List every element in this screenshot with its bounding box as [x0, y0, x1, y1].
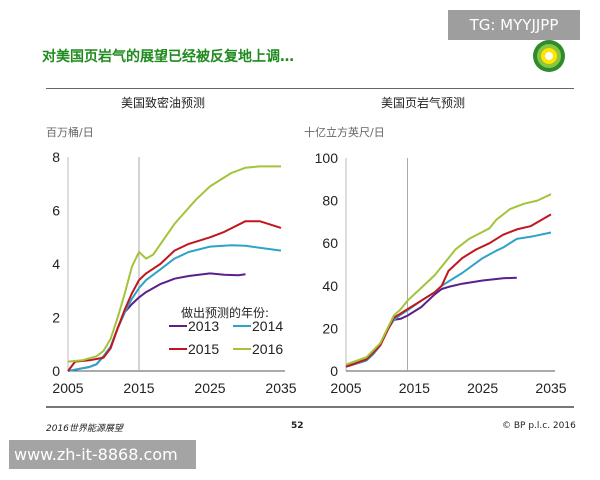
- header-rule: [46, 88, 574, 89]
- slide-title: 对美国页岩气的展望已经被反复地上调…: [42, 49, 294, 65]
- x-tick-label: 2005: [52, 380, 83, 396]
- x-tick-label: 2015: [123, 380, 154, 396]
- series-line-2015: [345, 213, 552, 368]
- y-tick-label: 2: [52, 310, 60, 326]
- chart-title-right: 美国页岩气预测: [381, 96, 466, 110]
- x-tick-label: 2025: [467, 380, 498, 396]
- page-number: 52: [291, 421, 304, 431]
- legend-label-2015: 2015: [188, 341, 219, 357]
- y-tick-label: 4: [52, 256, 60, 272]
- y-tick-label: 80: [322, 193, 338, 209]
- watermark-top: TG: MYYJJPP: [448, 10, 580, 40]
- legend-label-2016: 2016: [252, 341, 283, 357]
- y-tick-label: 0: [52, 363, 60, 379]
- y-tick-label: 0: [330, 363, 338, 379]
- y-tick-label: 40: [322, 278, 338, 294]
- legend-label-2014: 2014: [252, 318, 283, 334]
- x-tick-label: 2035: [535, 380, 566, 396]
- legend-label-2013: 2013: [188, 318, 219, 334]
- series-line-2015: [67, 220, 282, 372]
- y-tick-label: 100: [315, 150, 339, 166]
- y-unit-left: 百万桶/日: [46, 126, 94, 139]
- footer-rule: [46, 406, 574, 408]
- chart-title-left: 美国致密油预测: [121, 96, 206, 110]
- y-tick-label: 60: [322, 235, 338, 251]
- y-unit-right: 十亿立方英尺/日: [304, 126, 385, 139]
- y-tick-label: 8: [52, 149, 60, 165]
- footer-left: 2016世界能源展望: [46, 424, 123, 434]
- x-tick-label: 2035: [265, 380, 296, 396]
- footer-copyright: © BP p.l.c. 2016: [502, 421, 576, 431]
- x-tick-label: 2025: [194, 380, 225, 396]
- x-tick-label: 2015: [399, 380, 430, 396]
- series-line-2016: [345, 193, 552, 366]
- y-tick-label: 6: [52, 203, 60, 219]
- series-line-2014: [67, 244, 282, 372]
- series-line-2016: [67, 165, 281, 363]
- x-tick-label: 2005: [330, 380, 361, 396]
- watermark-bottom: www.zh-it-8868.com: [9, 440, 196, 469]
- legend-title: 做出预测的年份:: [181, 305, 269, 320]
- y-tick-label: 20: [322, 320, 338, 336]
